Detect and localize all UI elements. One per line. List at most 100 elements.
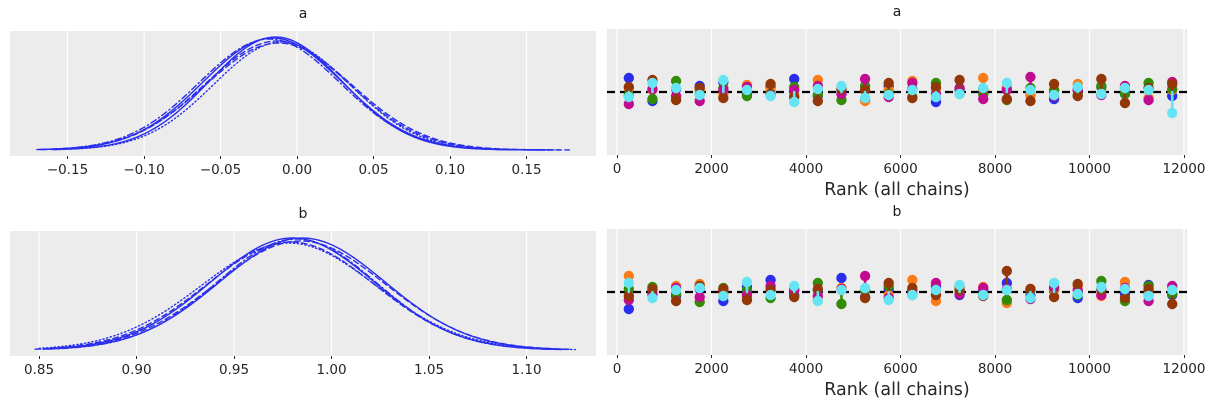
x-tick-mark xyxy=(136,356,138,359)
rank-dot xyxy=(859,73,871,85)
rank-dot xyxy=(812,295,824,307)
density-b-plot xyxy=(34,231,577,356)
rank-dot xyxy=(883,277,894,289)
rank-dot xyxy=(1048,78,1060,90)
rank-b-plot xyxy=(607,229,1187,355)
rank-dot xyxy=(1167,107,1178,119)
x-tick-mark xyxy=(38,356,40,359)
rank-dot xyxy=(1096,281,1107,293)
x-tick-mark xyxy=(805,355,807,358)
rank-dot xyxy=(670,284,682,296)
rank-dot xyxy=(1119,283,1131,295)
rank-dot xyxy=(1001,284,1013,296)
x-tick-label: 12000 xyxy=(1162,361,1206,377)
rank-dot xyxy=(859,92,871,104)
rank-dot xyxy=(789,73,800,85)
rank-dot xyxy=(741,294,753,306)
x-tick-mark xyxy=(220,156,222,159)
x-tick-mark xyxy=(428,356,430,359)
rank-dot xyxy=(623,290,635,302)
rank-dot xyxy=(1143,84,1154,96)
rank-dot xyxy=(741,84,753,96)
rank-dot xyxy=(954,279,965,291)
kde-curve xyxy=(51,36,551,151)
rank-dot xyxy=(1119,292,1131,304)
rank-dot xyxy=(1072,90,1083,102)
kde-curve xyxy=(43,40,571,151)
x-tick-mark xyxy=(1183,155,1185,158)
rank-dot xyxy=(1072,288,1083,300)
x-tick-label: 1.05 xyxy=(414,362,445,378)
rank-dot xyxy=(647,77,658,89)
x-tick-label: 4000 xyxy=(788,161,824,177)
kde-curve xyxy=(34,240,571,350)
x-tick-label: 4000 xyxy=(788,361,824,377)
rank-dot xyxy=(623,303,635,315)
x-tick-label: 8000 xyxy=(977,161,1013,177)
rank-dot xyxy=(836,272,847,284)
rank-b-xaxis-label: Rank (all chains) xyxy=(824,380,970,400)
rank-dot xyxy=(812,83,824,95)
panel-title-density-b: b xyxy=(298,206,308,222)
x-tick-label: 0 xyxy=(612,161,622,177)
rank-dot xyxy=(1143,290,1154,302)
x-tick-mark xyxy=(1089,155,1091,158)
x-tick-label: 1.00 xyxy=(316,362,347,378)
rank-dot xyxy=(930,284,942,296)
rank-dot xyxy=(1025,292,1036,304)
x-tick-mark xyxy=(67,156,69,159)
rank-dot xyxy=(1072,278,1083,290)
x-tick-mark xyxy=(331,356,333,359)
rank-dot xyxy=(789,96,800,108)
rank-dot xyxy=(859,282,871,294)
panel-title-rank-b: b xyxy=(892,204,902,220)
x-tick-label: −0.10 xyxy=(123,162,165,178)
rank-dot xyxy=(1119,97,1131,109)
rank-a-plot xyxy=(607,29,1187,155)
x-tick-mark xyxy=(526,356,528,359)
rank-dot xyxy=(1001,265,1013,277)
x-tick-label: 0.10 xyxy=(435,162,466,178)
x-tick-label: 10000 xyxy=(1068,161,1111,177)
x-tick-label: 0.95 xyxy=(219,362,250,378)
rank-dot xyxy=(623,81,635,93)
rank-dot xyxy=(789,280,800,292)
rank-dot xyxy=(836,80,847,92)
rank-dot xyxy=(741,276,753,288)
rank-dot xyxy=(647,93,658,105)
panel-density-b: b 0.85 0.90 0.95 1.00 1.05 1.10 xyxy=(10,206,596,377)
rank-dot xyxy=(883,294,894,306)
rank-dot xyxy=(859,84,871,96)
rank-dot xyxy=(765,90,776,102)
rank-dot xyxy=(647,283,658,295)
rank-dot xyxy=(954,88,965,100)
rank-dot xyxy=(812,95,824,107)
rank-dot xyxy=(1096,73,1107,85)
x-tick-label: 0 xyxy=(612,361,622,377)
rank-dot xyxy=(978,93,989,105)
panel-rank-b: b Rank (all chains) 0 2000 4000 6000 8000 100… xyxy=(607,204,1205,400)
x-tick-mark xyxy=(994,355,996,358)
rank-dot xyxy=(1025,283,1036,295)
x-tick-mark xyxy=(900,155,902,158)
rank-dot xyxy=(623,91,635,103)
x-tick-label: 0.15 xyxy=(511,162,542,178)
rank-dot xyxy=(1143,94,1154,106)
x-tick-mark xyxy=(373,156,375,159)
x-tick-label: 6000 xyxy=(883,161,918,177)
rank-dot xyxy=(978,82,989,94)
panel-rank-a: a Rank (all chains) 0 2000 4000 6000 8000 100… xyxy=(607,4,1205,200)
kde-curve xyxy=(48,238,557,351)
rank-dot xyxy=(623,277,635,289)
x-tick-label: 0.85 xyxy=(24,362,55,378)
kde-curve xyxy=(39,37,546,151)
rank-dot xyxy=(1001,93,1013,105)
x-tick-mark xyxy=(805,155,807,158)
rank-dot xyxy=(812,283,824,295)
rank-dot xyxy=(1025,71,1036,83)
rank-dot xyxy=(954,74,965,86)
rank-dot xyxy=(1167,298,1178,310)
kde-curve xyxy=(42,237,567,350)
x-tick-mark xyxy=(526,156,528,159)
